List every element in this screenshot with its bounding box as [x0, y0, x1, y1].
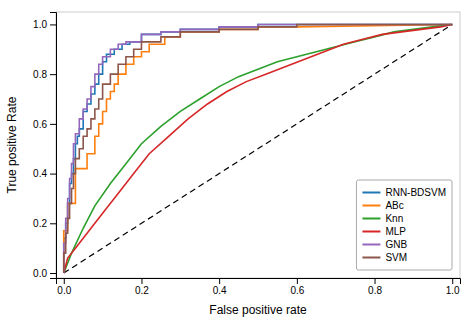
legend-label: RNN-BDSVM	[385, 187, 446, 198]
x-axis: 0.0 0.2 0.4 0.6 0.8 1.0	[57, 278, 461, 296]
y-tick-mark	[50, 124, 56, 125]
x-tick-label: 0.8	[368, 285, 382, 296]
lines	[64, 24, 452, 273]
plot: 0.0 0.2 0.4 0.6 0.8 1.0 0.0 0.2 0.4 0.6 0.8 1.0 Fals…	[5, 12, 461, 317]
x-tick-mark	[452, 278, 453, 284]
y-tick: 0.0	[33, 268, 56, 279]
x-tick-mark	[219, 278, 220, 284]
legend-swatch	[362, 218, 380, 220]
x-tick: 0.2	[135, 278, 149, 296]
y-tick-label: 1.0	[33, 19, 47, 30]
y-tick: 0.2	[33, 218, 56, 229]
y-tick-label: 0.6	[33, 119, 47, 130]
x-tick-mark	[297, 278, 298, 284]
y-tick-label: 0.4	[33, 168, 47, 179]
y-tick-mark	[50, 74, 56, 75]
y-tick-label: 0.8	[33, 69, 47, 80]
x-tick: 0.8	[368, 278, 382, 296]
x-tick: 0.6	[290, 278, 304, 296]
legend-label: GNB	[385, 239, 407, 250]
roc-curve	[64, 24, 452, 273]
y-tick-label: 0.0	[33, 268, 47, 279]
y-axis-line	[50, 13, 57, 279]
roc-curve	[64, 24, 452, 273]
y-tick: 0.6	[33, 119, 56, 130]
y-tick: 0.8	[33, 69, 56, 80]
x-tick-label: 0.0	[57, 285, 71, 296]
legend-entry: GNB	[362, 239, 407, 250]
y-tick-mark	[50, 174, 56, 175]
x-tick-label: 1.0	[446, 285, 460, 296]
x-tick-label: 0.6	[290, 285, 304, 296]
legend-entry: Knn	[362, 213, 403, 224]
reference-line	[64, 24, 452, 273]
legend-swatch	[362, 231, 380, 233]
legend-box	[356, 180, 452, 270]
x-tick-mark	[64, 278, 65, 284]
x-axis-line	[57, 279, 461, 285]
legend-entry: ABc	[362, 200, 403, 211]
roc-curve	[64, 24, 452, 273]
plot-frame	[56, 12, 460, 278]
legend-label: ABc	[385, 200, 403, 211]
y-tick-mark	[50, 24, 56, 25]
x-tick-mark	[141, 278, 142, 284]
y-tick-mark	[50, 273, 56, 274]
y-axis: 0.0 0.2 0.4 0.6 0.8 1.0	[33, 13, 56, 279]
y-tick-mark	[50, 223, 56, 224]
y-axis-title: True positive Rate	[5, 96, 19, 193]
x-tick: 0.0	[57, 278, 71, 296]
legend-entry: RNN-BDSVM	[362, 187, 446, 198]
roc-curve	[64, 24, 452, 273]
legend-label: Knn	[385, 213, 403, 224]
x-tick: 0.4	[213, 278, 227, 296]
legend-swatch	[362, 192, 380, 194]
legend-swatch	[362, 205, 380, 207]
legend: RNN-BDSVM ABc Knn MLP GNB SVM	[356, 180, 452, 270]
legend-entry: SVM	[362, 252, 407, 263]
legend-swatch	[362, 257, 380, 259]
legend-label: SVM	[385, 252, 407, 263]
y-tick: 1.0	[33, 19, 56, 30]
x-tick-mark	[375, 278, 376, 284]
legend-swatch	[362, 244, 380, 246]
legend-entry: MLP	[362, 226, 406, 237]
x-tick-label: 0.2	[135, 285, 149, 296]
roc-curve	[64, 24, 452, 273]
chart: 0.0 0.2 0.4 0.6 0.8 1.0 0.0 0.2 0.4 0.6 0.8 1.0 Fals…	[0, 0, 474, 322]
x-axis-title: False positive rate	[209, 303, 307, 317]
x-tick: 1.0	[446, 278, 460, 296]
x-tick-label: 0.4	[213, 285, 227, 296]
y-tick: 0.4	[33, 168, 56, 179]
roc-curve	[64, 24, 452, 273]
y-tick-label: 0.2	[33, 218, 47, 229]
legend-label: MLP	[385, 226, 406, 237]
